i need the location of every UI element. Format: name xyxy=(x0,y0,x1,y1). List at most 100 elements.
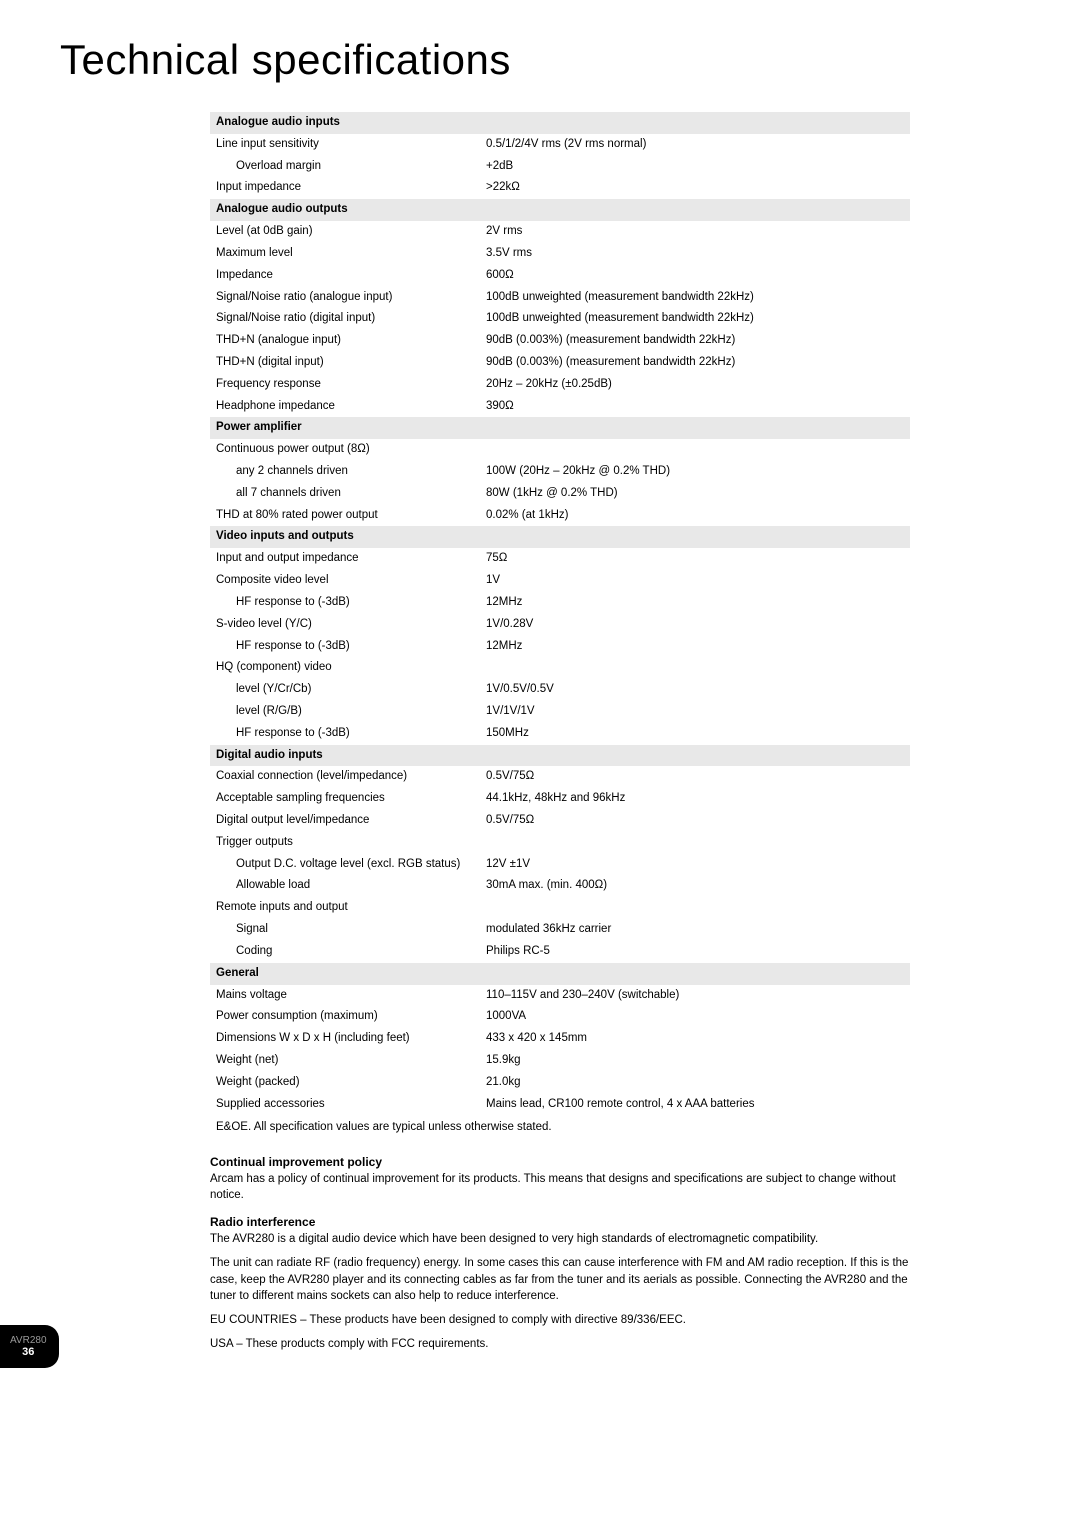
section-heading: Analogue audio inputs xyxy=(210,112,910,134)
note-paragraph: EU COUNTRIES – These products have been … xyxy=(210,1312,910,1328)
spec-value: 12V ±1V xyxy=(480,854,910,876)
spec-label: HF response to (-3dB) xyxy=(210,592,480,614)
spec-value: 3.5V rms xyxy=(480,243,910,265)
spec-value: 0.5V/75Ω xyxy=(480,810,910,832)
spec-value: 30mA max. (min. 400Ω) xyxy=(480,875,910,897)
spec-label: Coding xyxy=(210,941,480,963)
spec-label: Acceptable sampling frequencies xyxy=(210,788,480,810)
spec-label: level (R/G/B) xyxy=(210,701,480,723)
spec-label: Trigger outputs xyxy=(210,832,480,854)
spec-label: level (Y/Cr/Cb) xyxy=(210,679,480,701)
spec-label: Input impedance xyxy=(210,177,480,199)
page-title: Technical specifications xyxy=(60,36,1020,84)
spec-value: 1V xyxy=(480,570,910,592)
section-heading: General xyxy=(210,963,910,985)
spec-label: any 2 channels driven xyxy=(210,461,480,483)
spec-label: Frequency response xyxy=(210,374,480,396)
spec-value xyxy=(480,897,910,919)
spec-label: Weight (packed) xyxy=(210,1072,480,1094)
spec-value: 90dB (0.003%) (measurement bandwidth 22k… xyxy=(480,352,910,374)
spec-label: Mains voltage xyxy=(210,985,480,1007)
spec-footnote: E&OE. All specification values are typic… xyxy=(210,1115,910,1141)
note-paragraph: Arcam has a policy of continual improvem… xyxy=(210,1171,910,1203)
section-heading: Analogue audio outputs xyxy=(210,199,910,221)
spec-value: 0.5/1/2/4V rms (2V rms normal) xyxy=(480,134,910,156)
spec-value: 1V/0.5V/0.5V xyxy=(480,679,910,701)
spec-label: Allowable load xyxy=(210,875,480,897)
note-paragraph: USA – These products comply with FCC req… xyxy=(210,1336,910,1352)
spec-value: 100W (20Hz – 20kHz @ 0.2% THD) xyxy=(480,461,910,483)
spec-label: Maximum level xyxy=(210,243,480,265)
spec-value: 0.02% (at 1kHz) xyxy=(480,505,910,527)
spec-value: 21.0kg xyxy=(480,1072,910,1094)
spec-label: Supplied accessories xyxy=(210,1094,480,1116)
spec-value xyxy=(480,657,910,679)
spec-value: 433 x 420 x 145mm xyxy=(480,1028,910,1050)
spec-value: >22kΩ xyxy=(480,177,910,199)
spec-value xyxy=(480,832,910,854)
spec-label: Signal xyxy=(210,919,480,941)
spec-label: Level (at 0dB gain) xyxy=(210,221,480,243)
spec-value: 110–115V and 230–240V (switchable) xyxy=(480,985,910,1007)
spec-label: Overload margin xyxy=(210,156,480,178)
spec-label: Dimensions W x D x H (including feet) xyxy=(210,1028,480,1050)
spec-value: 150MHz xyxy=(480,723,910,745)
spec-value: 100dB unweighted (measurement bandwidth … xyxy=(480,308,910,330)
spec-value xyxy=(480,439,910,461)
section-heading: Digital audio inputs xyxy=(210,745,910,767)
spec-value: 80W (1kHz @ 0.2% THD) xyxy=(480,483,910,505)
spec-label: Signal/Noise ratio (analogue input) xyxy=(210,287,480,309)
spec-value: 75Ω xyxy=(480,548,910,570)
spec-label: HF response to (-3dB) xyxy=(210,723,480,745)
spec-label: Line input sensitivity xyxy=(210,134,480,156)
spec-label: THD at 80% rated power output xyxy=(210,505,480,527)
spec-value: 12MHz xyxy=(480,592,910,614)
spec-label: Digital output level/impedance xyxy=(210,810,480,832)
spec-label: Headphone impedance xyxy=(210,396,480,418)
spec-value: Philips RC-5 xyxy=(480,941,910,963)
spec-value: 12MHz xyxy=(480,636,910,658)
notes-block: Continual improvement policy Arcam has a … xyxy=(210,1155,910,1352)
section-heading: Power amplifier xyxy=(210,417,910,439)
spec-label: Output D.C. voltage level (excl. RGB sta… xyxy=(210,854,480,876)
spec-value: 2V rms xyxy=(480,221,910,243)
spec-value: 20Hz – 20kHz (±0.25dB) xyxy=(480,374,910,396)
spec-label: all 7 channels driven xyxy=(210,483,480,505)
spec-value: 390Ω xyxy=(480,396,910,418)
spec-value: 0.5V/75Ω xyxy=(480,766,910,788)
spec-value: 1000VA xyxy=(480,1006,910,1028)
spec-value: 1V/0.28V xyxy=(480,614,910,636)
spec-label: Coaxial connection (level/impedance) xyxy=(210,766,480,788)
spec-value: 1V/1V/1V xyxy=(480,701,910,723)
spec-label: Composite video level xyxy=(210,570,480,592)
spec-label: HF response to (-3dB) xyxy=(210,636,480,658)
spec-label: Continuous power output (8Ω) xyxy=(210,439,480,461)
spec-value: modulated 36kHz carrier xyxy=(480,919,910,941)
note-paragraph: The AVR280 is a digital audio device whi… xyxy=(210,1231,910,1247)
section-heading: Video inputs and outputs xyxy=(210,526,910,548)
spec-label: Weight (net) xyxy=(210,1050,480,1072)
spec-value: 100dB unweighted (measurement bandwidth … xyxy=(480,287,910,309)
spec-value: Mains lead, CR100 remote control, 4 x AA… xyxy=(480,1094,910,1116)
note-heading: Radio interference xyxy=(210,1215,910,1229)
spec-value: 600Ω xyxy=(480,265,910,287)
spec-label: THD+N (analogue input) xyxy=(210,330,480,352)
page-marker-model: AVR280 xyxy=(10,1335,47,1346)
spec-label: Input and output impedance xyxy=(210,548,480,570)
spec-value: 15.9kg xyxy=(480,1050,910,1072)
spec-label: Remote inputs and output xyxy=(210,897,480,919)
spec-table: Analogue audio inputsLine input sensitiv… xyxy=(210,112,910,1141)
note-heading: Continual improvement policy xyxy=(210,1155,910,1169)
spec-label: Impedance xyxy=(210,265,480,287)
spec-label: Power consumption (maximum) xyxy=(210,1006,480,1028)
spec-label: HQ (component) video xyxy=(210,657,480,679)
spec-label: Signal/Noise ratio (digital input) xyxy=(210,308,480,330)
spec-value: 44.1kHz, 48kHz and 96kHz xyxy=(480,788,910,810)
spec-value: +2dB xyxy=(480,156,910,178)
spec-label: THD+N (digital input) xyxy=(210,352,480,374)
spec-value: 90dB (0.003%) (measurement bandwidth 22k… xyxy=(480,330,910,352)
spec-label: S-video level (Y/C) xyxy=(210,614,480,636)
note-paragraph: The unit can radiate RF (radio frequency… xyxy=(210,1255,910,1303)
page-marker-number: 36 xyxy=(10,1346,47,1358)
page-marker: AVR280 36 xyxy=(0,1325,59,1368)
